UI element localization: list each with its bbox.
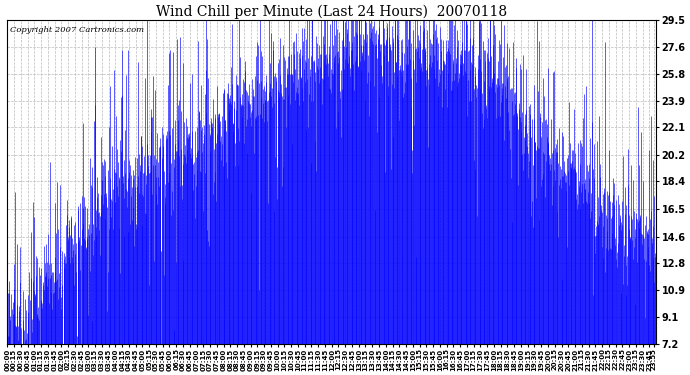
- Text: Copyright 2007 Cartronics.com: Copyright 2007 Cartronics.com: [10, 26, 144, 34]
- Title: Wind Chill per Minute (Last 24 Hours)  20070118: Wind Chill per Minute (Last 24 Hours) 20…: [156, 4, 507, 18]
